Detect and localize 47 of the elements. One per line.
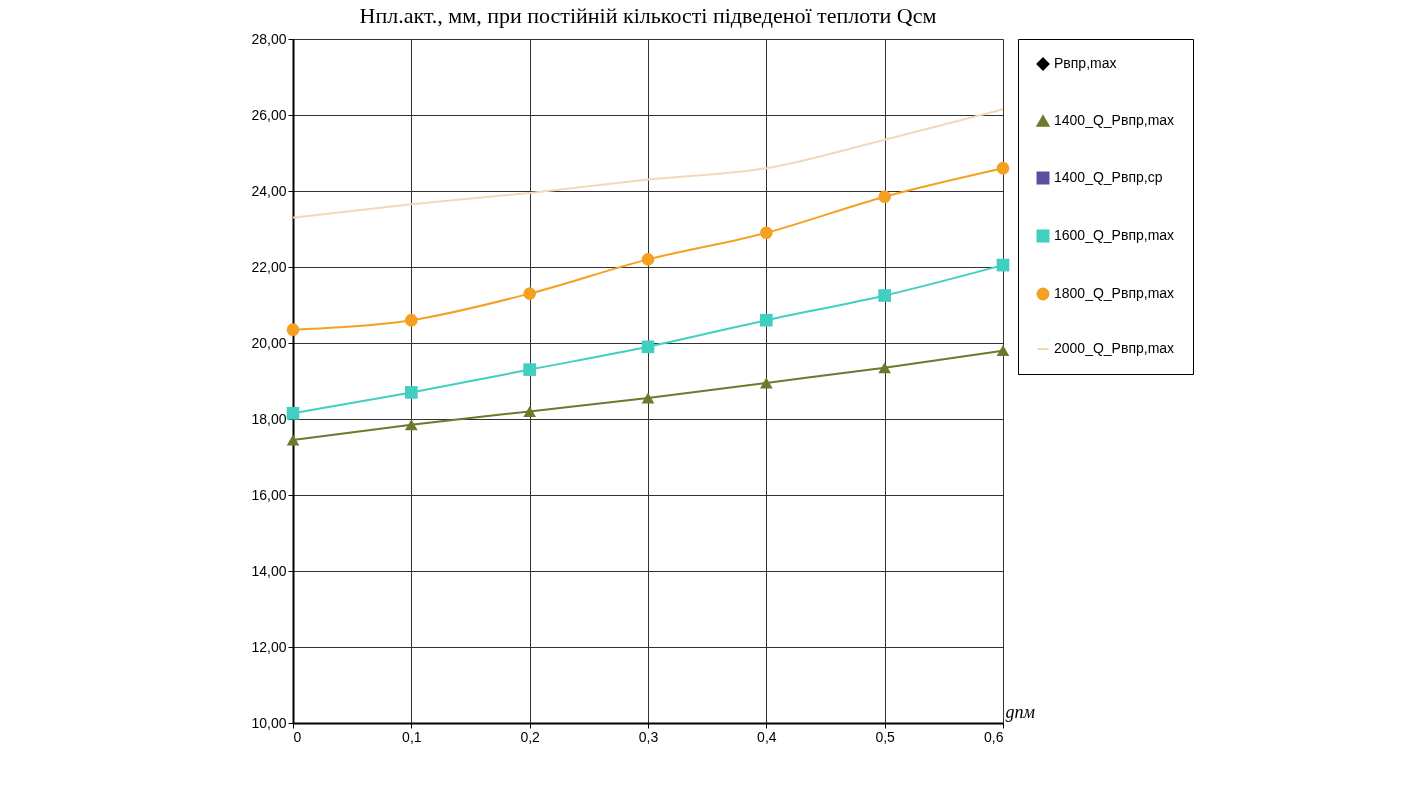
point (760, 377, 773, 389)
point (760, 226, 773, 240)
x-tick-label: 0,3 (638, 728, 659, 745)
point (405, 419, 418, 431)
point (523, 405, 536, 417)
point (405, 313, 418, 327)
x-tick-label: 0,2 (520, 728, 541, 745)
point (878, 289, 891, 302)
legend-label: 1400_Q_Рвпр,ср (1054, 169, 1163, 185)
legend-label: 1800_Q_Рвпр,max (1054, 285, 1175, 301)
line-series (292, 108, 1004, 219)
legend-label: 1400_Q_Рвпр,max (1054, 112, 1175, 128)
x-tick-label: 0,5 (875, 728, 896, 745)
point (760, 313, 773, 327)
chart-title: Hпл.акт., мм, при постійній кількості підведеної теплоти Qсм (359, 3, 937, 28)
y-tick-label: 28,00 (251, 30, 287, 47)
y-tick-label: 20,00 (251, 334, 287, 351)
point (641, 340, 655, 354)
legend-label: 2000_Q_Рвпр,max (1054, 340, 1175, 356)
point (286, 323, 300, 337)
y-tick-label: 10,00 (251, 714, 287, 731)
point (878, 190, 891, 204)
x-tick-label: 0 (293, 728, 302, 745)
x-tick-label: 0,1 (402, 728, 422, 745)
point (996, 161, 1010, 175)
x-axis-title: gпм (1005, 701, 1036, 722)
legend-label: 1600_Q_Рвпр,max (1054, 227, 1175, 243)
point (523, 363, 536, 376)
legend-label: Рвпр,max (1054, 55, 1117, 71)
point (996, 258, 1010, 272)
y-tick-label: 14,00 (251, 562, 287, 579)
point (286, 434, 300, 446)
y-tick-label: 22,00 (251, 258, 287, 275)
y-tick-label: 12,00 (251, 638, 287, 655)
point (641, 392, 655, 404)
x-tick-label: 0,4 (757, 728, 777, 745)
point (878, 362, 891, 374)
y-tick-label: 24,00 (251, 182, 287, 199)
y-tick-label: 26,00 (251, 106, 287, 123)
point (523, 287, 536, 300)
point (996, 345, 1010, 357)
point (286, 406, 300, 420)
y-tick-label: 18,00 (251, 410, 287, 427)
y-tick-label: 16,00 (251, 486, 287, 503)
point (641, 253, 655, 266)
x-tick-label: 0,6 (984, 728, 1004, 745)
point (405, 386, 418, 399)
